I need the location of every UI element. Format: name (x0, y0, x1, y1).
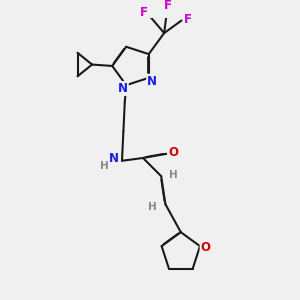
Text: N: N (109, 152, 119, 165)
Text: H: H (148, 202, 157, 212)
Text: F: F (184, 13, 192, 26)
Text: O: O (168, 146, 178, 159)
Text: F: F (140, 6, 148, 19)
Text: H: H (169, 170, 178, 180)
Text: O: O (201, 241, 211, 254)
Text: F: F (164, 0, 172, 12)
Text: N: N (118, 82, 128, 95)
Text: N: N (147, 75, 157, 88)
Text: H: H (100, 161, 109, 171)
